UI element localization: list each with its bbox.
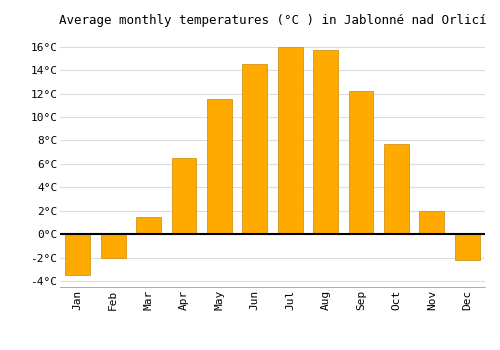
Bar — [100, 234, 126, 258]
Bar — [242, 64, 267, 234]
Bar — [172, 158, 196, 234]
Bar — [66, 234, 90, 275]
Bar — [384, 144, 409, 234]
Bar — [136, 217, 161, 234]
Bar — [420, 211, 444, 234]
Title: Average monthly temperatures (°C ) in Jablonné nad Orlicí: Average monthly temperatures (°C ) in Ja… — [59, 14, 486, 27]
Bar — [455, 234, 479, 260]
Bar — [313, 50, 338, 234]
Bar — [348, 91, 374, 234]
Bar — [207, 99, 232, 234]
Bar — [278, 47, 302, 234]
